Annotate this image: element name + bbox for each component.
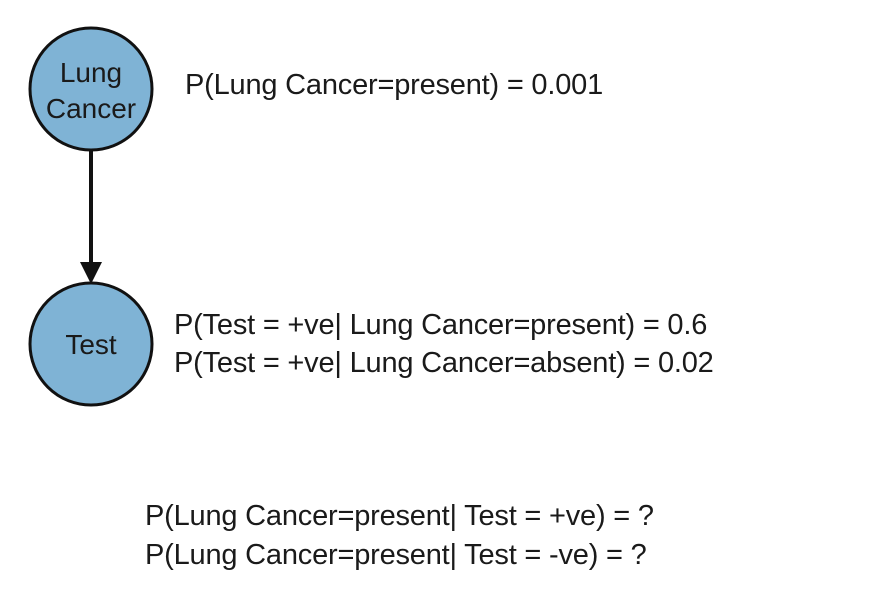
cpt-test-given-present-text: P(Test = +ve| Lung Cancer=present) = 0.6 (174, 309, 708, 341)
node-lung-cancer-label-line1: Lung (60, 57, 122, 88)
node-lung-cancer-circle (28, 26, 154, 152)
question-posterior-positive-text: P(Lung Cancer=present| Test = +ve) = ? (145, 500, 654, 532)
cpt-test-given-absent-text: P(Test = +ve| Lung Cancer=absent) = 0.02 (174, 347, 714, 379)
prior-probability-text: P(Lung Cancer=present) = 0.001 (185, 69, 603, 101)
node-lung-cancer: Lung Cancer (28, 26, 154, 152)
question-posterior-negative-text: P(Lung Cancer=present| Test = -ve) = ? (145, 539, 647, 571)
arrowhead-icon (80, 262, 102, 284)
node-test-circle (28, 281, 154, 407)
node-test: Test (28, 281, 154, 407)
edge-lungcancer-to-test (80, 149, 102, 284)
node-lung-cancer-label-line2: Cancer (46, 93, 136, 124)
node-test-label: Test (65, 329, 117, 360)
